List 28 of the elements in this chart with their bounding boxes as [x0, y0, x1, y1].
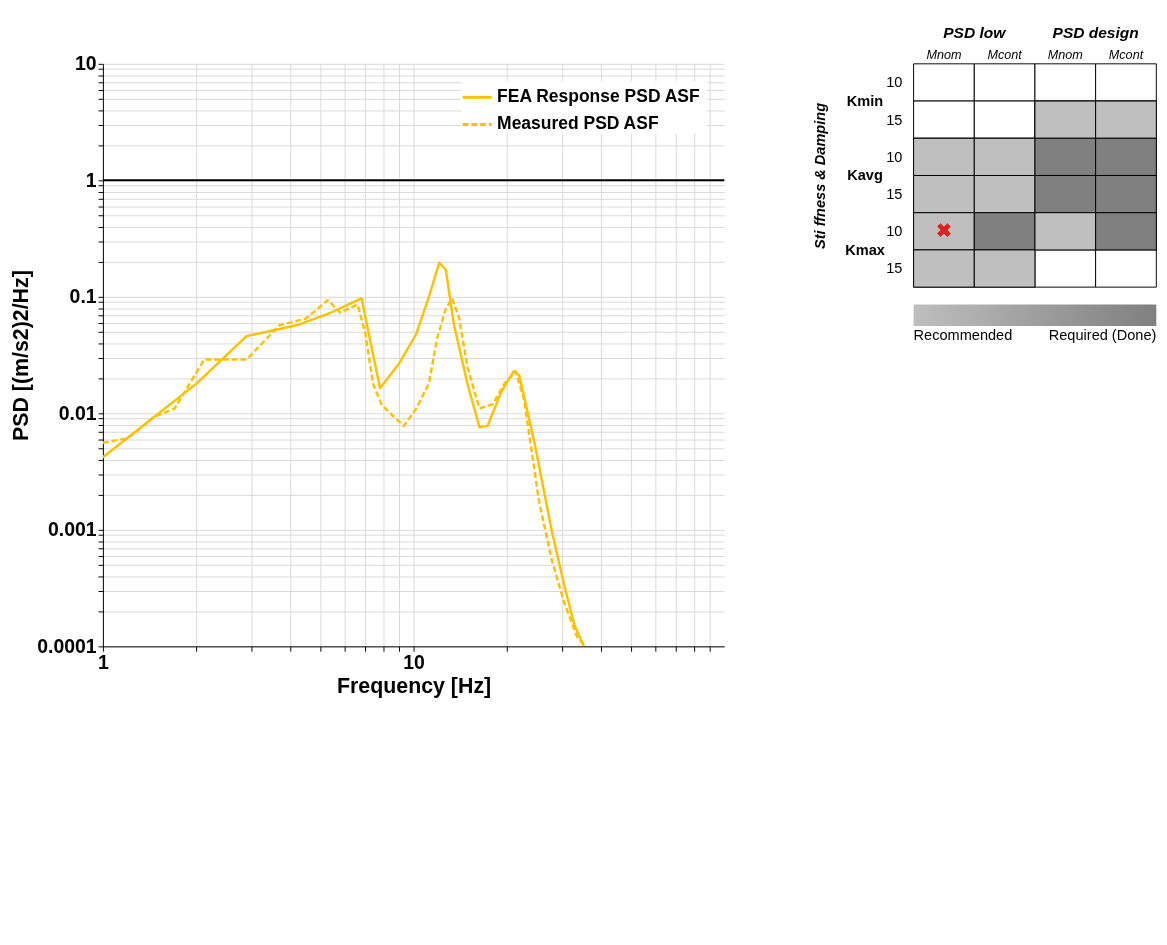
- y-tick-label: 10: [886, 148, 903, 165]
- text: PSD low: [943, 23, 1007, 41]
- x-tick-label: Mnom: [926, 48, 962, 63]
- text: PSD design: [1052, 23, 1139, 41]
- x-tick-label: Mnom: [1047, 48, 1083, 63]
- text: Kmin: [846, 92, 884, 109]
- legend-label: FEA Response PSD ASF: [497, 86, 700, 107]
- y-tick-label: 1: [85, 168, 97, 191]
- y-axis-title: Sti ffness & Damping: [812, 102, 829, 249]
- y-tick-label: 15: [886, 185, 903, 202]
- y-tick-label: 0.01: [58, 401, 97, 424]
- y-axis-title: PSD [(m/s2)2/Hz]: [9, 270, 34, 441]
- y-tick-label: 0.1: [69, 285, 97, 308]
- color-bar-label: Required (Done): [1048, 326, 1157, 343]
- y-tick-label: 0.0001: [37, 634, 97, 657]
- y-tick-label: 10: [886, 74, 903, 91]
- x-tick-label: Mcont: [987, 48, 1023, 63]
- color-bar-label: Recommended: [913, 326, 1013, 343]
- y-tick-label: 15: [886, 260, 903, 277]
- x-axis-title: Frequency [Hz]: [337, 674, 492, 699]
- y-tick-label: 15: [886, 111, 903, 128]
- data-label: ✖: [935, 219, 952, 242]
- x-tick-label: Mcont: [1108, 48, 1144, 63]
- legend-label: Measured PSD ASF: [497, 113, 659, 134]
- text: Kmax: [845, 241, 885, 258]
- y-tick-label: 0.001: [48, 518, 97, 541]
- text: Kavg: [847, 167, 883, 184]
- y-tick-label: 10: [886, 223, 903, 240]
